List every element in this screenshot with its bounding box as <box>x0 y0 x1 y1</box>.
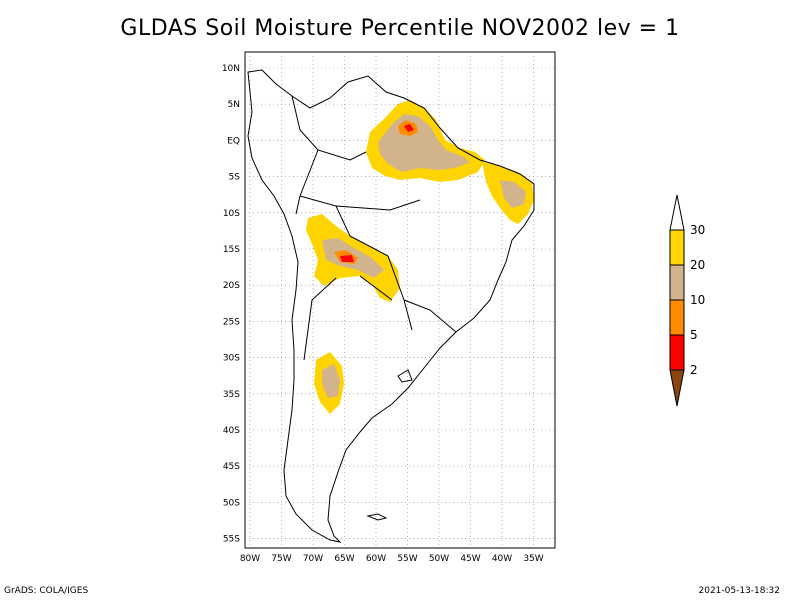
region-argentina-tan <box>322 364 340 398</box>
lat-tick-label: 35S <box>223 390 240 400</box>
longitude-labels: 80W 75W 70W 65W 60W 55W 50W 45W 40W 35W <box>240 554 544 564</box>
falkland-islands <box>366 513 388 521</box>
lon-tick-label: 50W <box>429 554 449 564</box>
country-borders <box>291 95 457 361</box>
map-grid <box>245 52 555 548</box>
lat-tick-label: 40S <box>223 426 240 436</box>
colorbar-label-30: 30 <box>690 223 705 237</box>
lon-tick-label: 45W <box>460 554 480 564</box>
lon-tick-label: 75W <box>271 554 291 564</box>
colorbar-bin-2-5 <box>669 334 685 371</box>
colorbar-label-2: 2 <box>690 363 698 377</box>
lat-tick-label: 15S <box>223 245 240 255</box>
lat-tick-label: 25S <box>223 317 240 327</box>
lat-tick-label: 10N <box>222 64 240 74</box>
colorbar-label-20: 20 <box>690 258 705 272</box>
region-north-red <box>404 124 414 132</box>
lat-tick-label: 55S <box>223 535 240 545</box>
coastlines <box>247 69 535 543</box>
region-central-red <box>340 255 354 262</box>
lat-tick-label: 30S <box>223 354 240 364</box>
lon-tick-label: 80W <box>240 554 260 564</box>
lon-tick-label: 40W <box>492 554 512 564</box>
lon-tick-label: 65W <box>334 554 354 564</box>
colorbar-bin-20-30 <box>669 229 685 266</box>
lon-tick-label: 60W <box>366 554 386 564</box>
lat-tick-label: 20S <box>223 281 240 291</box>
south-america-outline <box>247 69 535 543</box>
lat-tick-label: 5S <box>229 173 241 183</box>
colorbar-bin-10-20 <box>669 264 685 301</box>
timestamp: 2021-05-13-18:32 <box>698 586 781 596</box>
colorbar-bottom-triangle <box>669 369 685 407</box>
colorbar-label-5: 5 <box>690 328 698 342</box>
colorbar-label-10: 10 <box>690 293 705 307</box>
colorbar-bin-5-10 <box>669 299 685 336</box>
lat-tick-label: 5N <box>228 100 240 110</box>
shaded-regions <box>306 100 534 414</box>
lat-tick-label: 10S <box>223 209 240 219</box>
lon-tick-label: 55W <box>397 554 417 564</box>
lat-tick-label: 45S <box>223 462 240 472</box>
colorbar-top-triangle <box>669 194 685 231</box>
map-title: GLDAS Soil Moisture Percentile NOV2002 l… <box>120 16 680 41</box>
lat-tick-label: EQ <box>227 136 240 146</box>
colorbar: 30 20 10 5 2 <box>669 194 705 407</box>
lon-tick-label: 70W <box>303 554 323 564</box>
region-northeast-tan <box>500 180 526 208</box>
lon-tick-label: 35W <box>523 554 543 564</box>
latitude-labels: 10N 5N EQ 5S 10S 15S 20S 25S 30S 35S 40S 45S 50S 55S <box>222 64 240 545</box>
grads-credit: GrADS: COLA/IGES <box>4 586 89 596</box>
lat-tick-label: 50S <box>223 498 240 508</box>
lagoon-dos-patos <box>397 369 413 383</box>
